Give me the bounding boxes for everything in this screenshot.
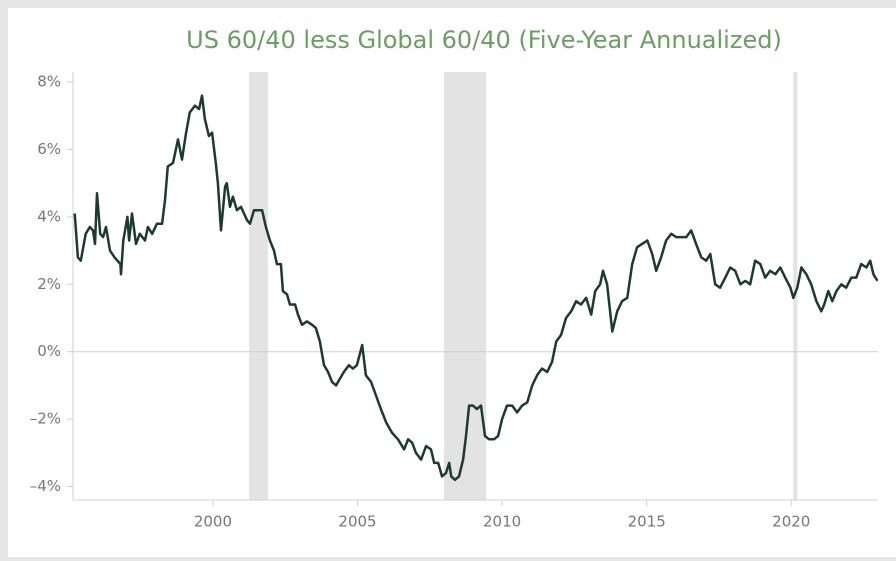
x-tick-label: 2000 [194, 513, 232, 531]
chart-title: US 60/40 less Global 60/40 (Five-Year An… [186, 26, 782, 54]
x-tick-label: 2015 [628, 513, 666, 531]
panel: US 60/40 less Global 60/40 (Five-Year An… [8, 8, 896, 557]
y-tick-label: –4% [30, 477, 61, 495]
y-tick-label: –2% [30, 410, 61, 428]
x-tick-label: 2010 [483, 513, 521, 531]
x-tick-label: 2020 [772, 513, 810, 531]
y-tick-label: 4% [37, 207, 61, 225]
y-tick-label: 8% [37, 73, 61, 91]
shaded-period [793, 72, 798, 500]
y-tick-label: 6% [37, 140, 61, 158]
shaded-period [249, 72, 268, 500]
series-line [73, 94, 879, 482]
shaded-period [443, 72, 487, 500]
y-tick-label: 2% [37, 275, 61, 293]
x-tick-label: 2005 [338, 513, 376, 531]
y-tick-label: 0% [37, 342, 61, 360]
chart: US 60/40 less Global 60/40 (Five-Year An… [30, 26, 879, 531]
